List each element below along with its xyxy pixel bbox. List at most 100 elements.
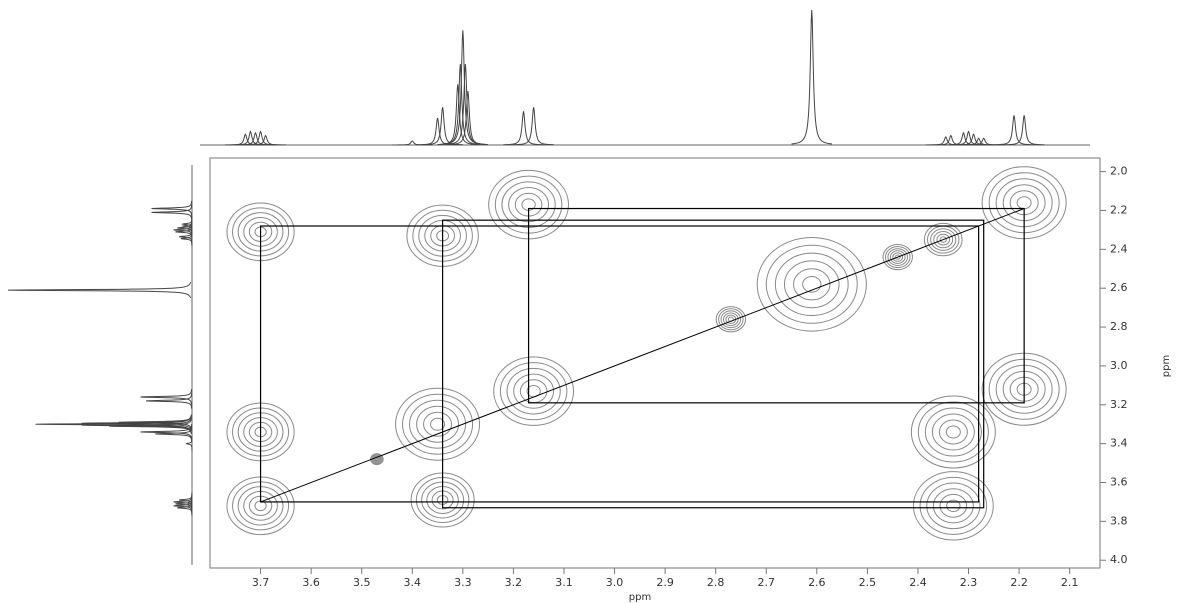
contour-ring [793,268,831,301]
x-tick-label: 2.6 [808,576,826,589]
contour-ring [499,362,568,421]
top-spectrum-peak [993,115,1035,146]
contour-ring [506,367,561,415]
contour-ring [715,306,747,333]
contour-ring [936,233,951,246]
y-tick-label: 3.0 [1110,359,1128,372]
contour-ring [375,457,379,461]
y-tick-label: 3.2 [1110,398,1128,411]
contour-ring [884,246,911,269]
diagonal-line [260,208,1025,503]
contour-ring [765,244,858,324]
y-tick-label: 3.6 [1110,476,1128,489]
top-spectrum-peak [791,10,833,145]
top-spectrum-peak [422,107,463,146]
x-tick-label: 2.3 [960,576,978,589]
left-spectrum-peak [140,424,193,440]
contour-ring [409,399,467,449]
assignment-box [527,207,1025,404]
contour-ring [919,476,988,535]
top-spectrum-peak [447,90,489,146]
left-spectrum-peak [7,282,192,299]
y-tick-label: 3.8 [1110,514,1128,527]
contour-ring [894,254,901,260]
y-axis-label: ppm [1161,355,1172,377]
contour-ring [402,393,474,455]
y-tick-label: 2.0 [1110,165,1128,178]
top-spectrum-peak [245,134,286,146]
contour-ring [924,407,982,457]
x-tick-label: 3.1 [555,576,573,589]
x-tick-label: 3.4 [404,576,422,589]
contour-ring [939,493,968,518]
x-tick-label: 3.2 [505,576,523,589]
left-projection [7,200,193,516]
contour-ring [802,276,822,293]
x-tick-label: 3.7 [252,576,270,589]
top-spectrum-peak [513,107,554,146]
left-spectrum-peak [118,414,192,431]
x-tick-label: 2.2 [1010,576,1028,589]
left-spectrum-peak [140,389,193,405]
contour-ring [783,260,840,309]
contour-ring [430,417,446,431]
contour-ring [930,228,957,251]
x-tick-label: 2.5 [859,576,877,589]
contour-ring [513,373,555,409]
assignment-box [442,219,985,509]
contour-ring [926,482,981,530]
y-tick-label: 2.6 [1110,281,1128,294]
left-spectrum-peak [145,393,193,409]
contour-ring [416,405,460,443]
contour-ring [720,310,742,329]
contour-ring [493,356,575,426]
contour-ring [395,387,481,461]
contour-ring [756,237,867,332]
y-tick-label: 4.0 [1110,553,1128,566]
y-tick-label: 3.4 [1110,437,1128,450]
contour-ring [932,488,974,524]
left-spectrum-peak [151,200,193,217]
y-tick-label: 2.8 [1110,320,1128,333]
x-tick-label: 2.1 [1061,576,1079,589]
x-tick-label: 3.3 [454,576,472,589]
contour-ring [889,250,906,264]
contour-ring [910,395,996,469]
contour-ring [945,425,961,439]
contour-ring [423,411,453,437]
contour-ring [946,499,961,513]
contour-ring [774,252,849,317]
contour-ring [718,308,744,331]
contour-ring [892,252,904,262]
assignment-box [259,225,980,503]
x-tick-label: 2.9 [656,576,674,589]
contour-ring [938,419,968,445]
left-spectrum-peak [151,204,193,221]
contour-ring [931,413,975,451]
top-spectrum-peak [442,30,484,145]
contour-ring [917,401,989,463]
x-tick-label: 3.5 [353,576,371,589]
top-spectrum-peak [503,111,544,146]
top-spectrum-peak [1003,115,1045,146]
left-spectrum-peak [179,492,193,508]
x-axis-label: ppm [629,592,651,603]
x-tick-label: 2.7 [758,576,776,589]
y-tick-label: 2.2 [1110,203,1128,216]
x-tick-label: 2.4 [909,576,927,589]
plot-area [226,166,1067,541]
contour-ring [887,248,909,266]
top-projection [225,10,1045,146]
contour-ring [912,471,994,541]
x-tick-label: 3.0 [606,576,624,589]
y-tick-label: 2.4 [1110,242,1128,255]
contour-ring [939,236,947,243]
contour-ring [923,222,963,257]
contour-ring [933,231,954,249]
x-tick-label: 3.6 [302,576,320,589]
x-tick-label: 2.8 [707,576,725,589]
contour-ring [882,243,913,271]
contour-ring [723,312,739,327]
contour-ring [373,455,381,463]
